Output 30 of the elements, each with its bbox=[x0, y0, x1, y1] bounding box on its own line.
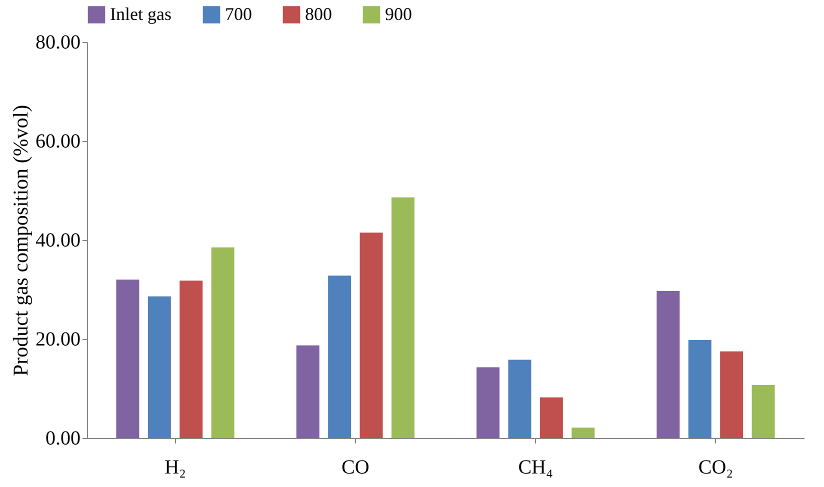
y-axis-title: Product gas composition (%vol) bbox=[8, 104, 32, 376]
legend-label: 700 bbox=[225, 4, 252, 24]
bar bbox=[720, 351, 744, 438]
bar bbox=[328, 276, 352, 438]
legend-label: Inlet gas bbox=[110, 4, 172, 24]
bar bbox=[540, 397, 563, 438]
bar bbox=[391, 197, 414, 438]
legend-label: 900 bbox=[385, 4, 412, 24]
bar bbox=[148, 296, 171, 438]
legend-label: 800 bbox=[305, 4, 332, 24]
y-tick-label: 40.00 bbox=[36, 230, 80, 252]
bar bbox=[572, 428, 595, 438]
y-tick-label: 80.00 bbox=[36, 32, 80, 54]
x-tick-label: CO₂ bbox=[698, 456, 734, 478]
y-tick-label: 60.00 bbox=[36, 130, 80, 152]
x-tick-label: CH₄ bbox=[518, 456, 553, 478]
bar bbox=[508, 360, 532, 438]
bar bbox=[296, 345, 320, 438]
bar bbox=[476, 367, 500, 438]
bar bbox=[360, 232, 383, 438]
y-tick-label: 0.00 bbox=[46, 428, 80, 450]
x-tick-label: CO bbox=[342, 456, 370, 478]
bar bbox=[116, 280, 140, 438]
bar bbox=[180, 280, 203, 438]
y-tick-label: 20.00 bbox=[36, 328, 80, 350]
bar bbox=[656, 290, 680, 438]
bar bbox=[211, 247, 234, 438]
bar bbox=[752, 385, 775, 438]
bar bbox=[688, 340, 712, 438]
x-tick-label: H₂ bbox=[164, 456, 186, 478]
